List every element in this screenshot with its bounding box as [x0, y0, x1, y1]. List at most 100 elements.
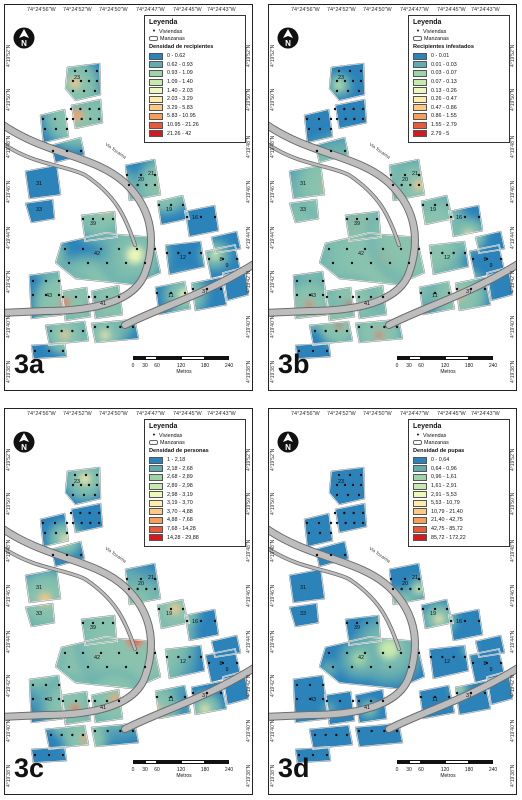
heat-spot — [80, 474, 90, 484]
block-number: 31 — [36, 585, 42, 591]
scale-unit: Metros — [176, 773, 192, 779]
panel-label: 3b — [278, 349, 310, 379]
block-number: 23 — [74, 479, 80, 485]
longitude-label: 74°24'56"W — [27, 411, 56, 417]
longitude-label: 74°24'50"W — [363, 7, 392, 13]
legend-title: Leyenda — [149, 19, 178, 26]
heat-spot — [324, 664, 334, 674]
scale-tick: 240 — [224, 363, 234, 369]
block-number: 39 — [354, 221, 360, 227]
block-number: 43 — [46, 697, 52, 703]
legend-swatch — [149, 516, 163, 524]
legend-class: 0 - 0.01 — [413, 52, 505, 61]
household-dot-icon: • — [416, 431, 420, 439]
latitude-label-left: 4°19'42"N — [6, 674, 12, 697]
latitude-label-right: 4°19'52"N — [246, 448, 252, 471]
household-dot-icon: • — [152, 431, 156, 439]
legend-swatch — [149, 456, 163, 464]
latitude-label-right: 4°19'48"N — [510, 135, 516, 158]
scale-tick: 240 — [488, 767, 498, 773]
legend-class-range: 1 - 2,18 — [167, 457, 186, 464]
legend-class-range: 0.07 - 0.13 — [431, 79, 457, 86]
legend-class: 3,19 - 3,70 — [149, 499, 241, 508]
legend: Leyenda • Viviendas Manzanas Densidad de pup… — [408, 419, 510, 547]
legend-class-range: 10,79 - 21,40 — [431, 508, 463, 515]
latitude-label-right: 4°19'48"N — [246, 539, 252, 562]
map-canvas: Via Tocaima 23 31 33 39 42 43 41 11 12 37 89 16 19 20 2… — [269, 62, 516, 360]
heat-spot — [97, 197, 113, 213]
latitude-label-right: 4°19'40"N — [510, 719, 516, 742]
legend-class: 3.29 - 5.83 — [149, 104, 241, 113]
latitude-label-right: 4°19'48"N — [246, 135, 252, 158]
latitude-label-left: 4°19'46"N — [6, 584, 12, 607]
scale-tick: 180 — [464, 767, 474, 773]
legend-title: Leyenda — [413, 423, 442, 430]
latitude-label-left: 4°19'38"N — [270, 360, 276, 383]
road-label: Via Tocaima — [104, 546, 127, 564]
road — [269, 526, 418, 720]
legend-swatch — [413, 95, 427, 103]
block-outline-icon — [149, 440, 158, 445]
legend-viviendas-label: Viviendas — [159, 28, 183, 35]
block-number: 20 — [138, 177, 144, 183]
latitude-label-right: 4°19'38"N — [246, 764, 252, 787]
road — [5, 143, 137, 247]
legend-class: 1.40 - 2.03 — [149, 86, 241, 95]
block-number: 41 — [100, 705, 106, 711]
heat-spot — [31, 657, 39, 665]
block-number: 8 — [219, 257, 222, 263]
scale-tick: 30 — [406, 767, 412, 773]
latitude-label-left: 4°19'44"N — [270, 630, 276, 653]
scale-bar: 0 30 60 120 180 240 Metros — [125, 758, 243, 779]
legend-class: 10.95 - 21.26 — [149, 121, 241, 130]
legend-class-range: 85,72 - 172,22 — [431, 534, 466, 541]
block-number: 11 — [168, 293, 174, 299]
legend-class-range: 21.26 - 42 — [167, 130, 192, 137]
legend-class: 0 - 0,64 — [413, 456, 505, 465]
scale-tick: 30 — [142, 363, 148, 369]
block-b33 — [25, 199, 55, 223]
block-number: 39 — [90, 625, 96, 631]
legend-swatch — [413, 52, 427, 60]
scale-tick: 120 — [440, 767, 450, 773]
block-number: 16 — [456, 619, 462, 625]
longitude-label: 74°24'43"W — [207, 411, 236, 417]
latitude-label-right: 4°19'42"N — [246, 270, 252, 293]
legend-swatch — [413, 525, 427, 533]
latitude-label-left: 4°19'50"N — [6, 492, 12, 515]
legend-class: 2.79 - 5 — [413, 129, 505, 138]
block-number: 43 — [46, 293, 52, 299]
legend-class: 2,89 - 2,98 — [149, 482, 241, 491]
latitude-label-right: 4°19'42"N — [510, 270, 516, 293]
legend-class-range: 10.95 - 21.26 — [167, 122, 199, 129]
legend-class-range: 0.01 - 0.03 — [431, 61, 457, 68]
legend-class-range: 2,18 - 2,68 — [167, 465, 193, 472]
block-number: 43 — [310, 697, 316, 703]
block-number: 12 — [444, 255, 450, 261]
block-b12 — [429, 645, 469, 679]
scale-tick: 180 — [200, 363, 210, 369]
legend-class-range: 1.55 - 2.79 — [431, 122, 457, 129]
heat-spot — [336, 322, 342, 328]
longitude-label: 74°24'45"W — [173, 411, 202, 417]
latitude-label-right: 4°19'50"N — [246, 492, 252, 515]
map-panel-3b: Via Tocaima 23 31 33 39 42 43 41 11 12 37 8 9 16 19 20 2… — [268, 4, 517, 391]
legend-swatch — [413, 104, 427, 112]
block-number: 43 — [310, 293, 316, 299]
block-number: 42 — [94, 251, 100, 257]
legend-class: 1.55 - 2.79 — [413, 121, 505, 130]
block-number: 9 — [225, 667, 228, 673]
scale-unit: Metros — [176, 369, 192, 375]
heat-spot — [101, 331, 109, 339]
map-canvas: Via Tocaima 23 31 33 39 42 43 41 11 12 37 89 16 19 20 2… — [5, 466, 252, 764]
latitude-label-left: 4°19'46"N — [270, 180, 276, 203]
scale-tick: 60 — [154, 767, 160, 773]
longitude-label: 74°24'43"W — [207, 7, 236, 13]
longitude-label: 74°24'45"W — [437, 411, 466, 417]
legend-swatch — [413, 61, 427, 69]
legend-swatch — [413, 508, 427, 516]
block-number: 12 — [180, 659, 186, 665]
legend-swatch — [413, 130, 427, 138]
legend-class-range: 2.79 - 5 — [431, 130, 450, 137]
legend-class-range: 1.40 - 2.03 — [167, 87, 193, 94]
